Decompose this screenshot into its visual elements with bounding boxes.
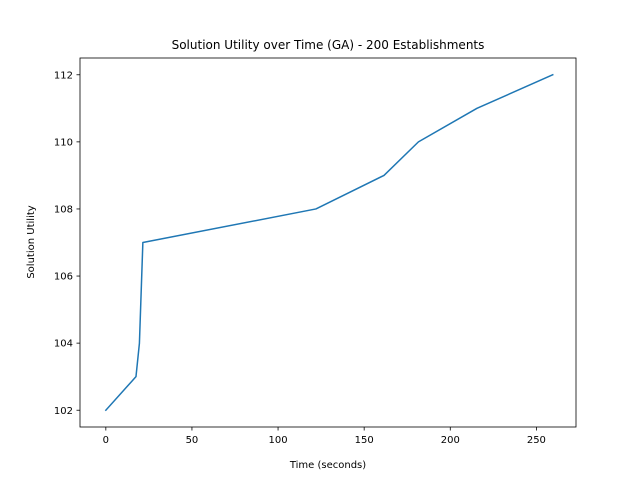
y-tick-label: 102 — [54, 406, 73, 417]
x-tick-label: 150 — [355, 435, 374, 446]
chart-title: Solution Utility over Time (GA) - 200 Es… — [172, 38, 485, 52]
y-tick-label: 110 — [54, 137, 73, 148]
y-tick-label: 104 — [54, 339, 73, 350]
x-tick-label: 200 — [441, 435, 460, 446]
plot-area: 0 50 100 150 200 250 102 104 106 108 110 112 — [54, 57, 577, 446]
y-tick-label: 106 — [54, 272, 73, 283]
axes-frame — [79, 57, 577, 428]
x-axis-label: Time (seconds) — [289, 460, 366, 471]
x-tick-label: 0 — [103, 435, 109, 446]
x-tick-label: 250 — [527, 435, 546, 446]
x-tick-label: 50 — [186, 435, 199, 446]
y-tick-label: 108 — [54, 205, 73, 216]
y-tick-label: 112 — [54, 70, 73, 81]
series-line-0 — [104, 73, 554, 412]
x-tick-label: 100 — [269, 435, 288, 446]
y-axis-label: Solution Utility — [26, 205, 37, 278]
